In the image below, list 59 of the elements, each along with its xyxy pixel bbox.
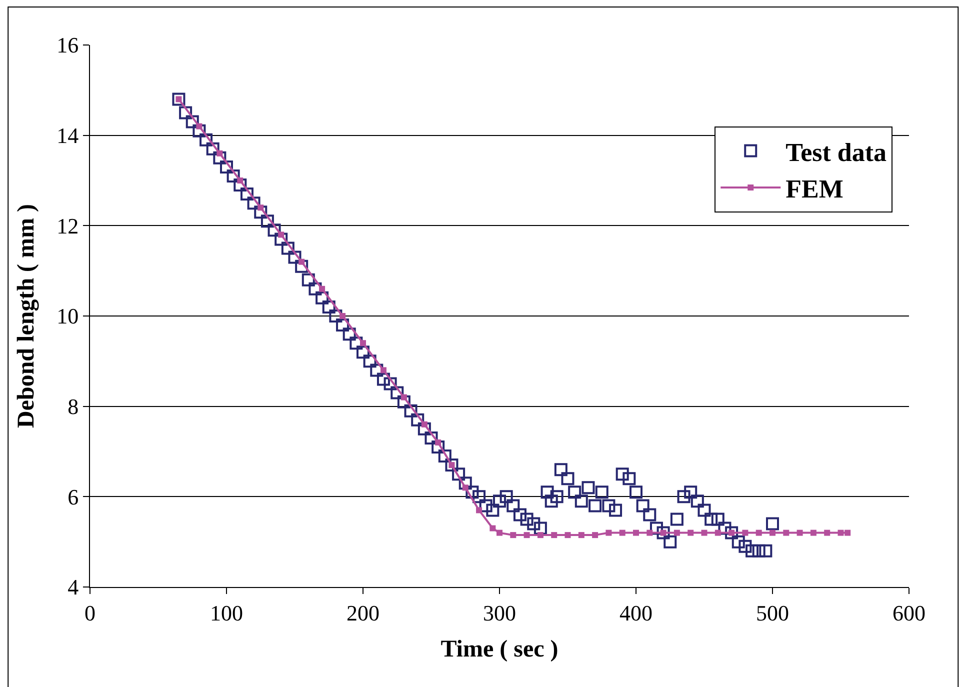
point (824, 530, 830, 536)
point (496, 530, 502, 536)
point (490, 525, 496, 532)
x-tick-label: 0 (84, 600, 96, 626)
point (298, 258, 305, 265)
point (510, 532, 516, 538)
point (319, 286, 326, 292)
point (742, 530, 748, 536)
point (646, 530, 653, 536)
point (421, 421, 428, 428)
x-tick-label: 400 (620, 600, 652, 626)
y-axis-title: Debond length ( mm ) (14, 204, 40, 428)
point (564, 532, 571, 538)
point (633, 530, 639, 536)
point (216, 150, 223, 156)
y-tick-label: 6 (68, 484, 79, 510)
x-tick-label: 600 (892, 600, 926, 626)
x-tick-label: 100 (210, 600, 243, 626)
point (783, 530, 790, 536)
point (524, 532, 530, 538)
point (360, 340, 366, 346)
legend-label: FEM (786, 174, 844, 204)
y-tick-label: 8 (68, 394, 79, 420)
point (278, 232, 284, 238)
point (688, 530, 694, 536)
point (606, 530, 612, 536)
y-tick-label: 10 (56, 304, 79, 329)
point (237, 178, 244, 184)
point (674, 530, 680, 536)
point (196, 123, 202, 130)
point (537, 532, 544, 538)
point (340, 313, 346, 319)
x-axis-title: Time ( sec ) (440, 636, 558, 663)
point (592, 532, 598, 538)
point (400, 394, 407, 400)
point (380, 367, 386, 374)
point (770, 530, 776, 536)
point (476, 507, 482, 514)
x-tick-label: 300 (483, 600, 516, 626)
y-tick-label: 12 (56, 213, 79, 238)
legend-label: Test data (786, 138, 887, 167)
point (796, 530, 803, 536)
point (844, 530, 851, 536)
x-tick-label: 200 (346, 600, 380, 626)
point (258, 204, 264, 211)
point (578, 532, 584, 538)
y-tick-label: 16 (56, 32, 79, 58)
point (756, 530, 762, 536)
y-tick-label: 4 (68, 574, 79, 600)
point (435, 439, 442, 446)
point (551, 532, 558, 538)
point (810, 530, 816, 536)
point (701, 530, 708, 536)
point (619, 530, 626, 536)
y-tick-label: 14 (56, 123, 79, 148)
point (714, 530, 721, 536)
point (462, 484, 468, 491)
x-tick-label: 500 (756, 600, 789, 626)
point (838, 530, 844, 536)
